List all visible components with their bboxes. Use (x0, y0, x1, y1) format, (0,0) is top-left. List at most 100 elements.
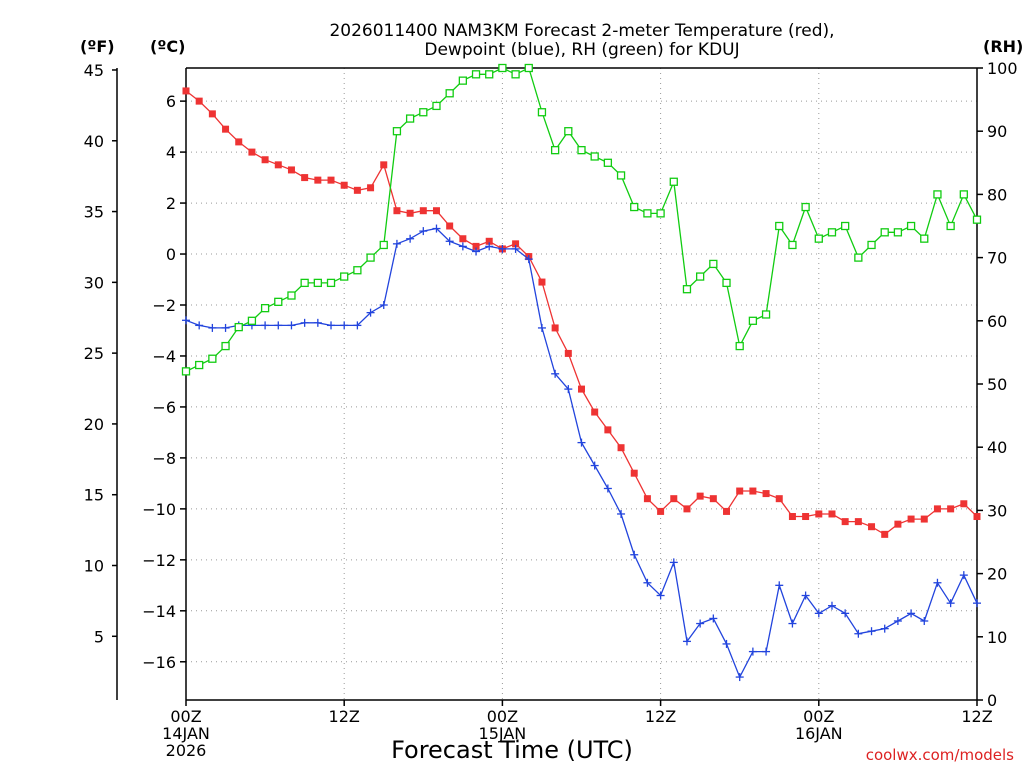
time-tick-label: 12Z (645, 707, 676, 726)
temperature-point (775, 495, 783, 503)
fahrenheit-tick-label: 5 (94, 627, 104, 646)
temperature-point (723, 507, 731, 515)
rh-point (405, 114, 415, 123)
rh-tick-label: 50 (987, 375, 1007, 394)
dewpoint-point (445, 237, 454, 246)
dewpoint-point (274, 321, 283, 330)
series-layer (181, 63, 982, 682)
dewpoint-point (340, 321, 349, 330)
rh-point (722, 278, 731, 288)
fahrenheit-axis-ticks: 45 40 35 30 25 20 15 10 5 (84, 61, 117, 646)
rh-point (959, 190, 968, 199)
celsius-tick-label: −14 (142, 602, 176, 621)
dewpoint-point (907, 609, 916, 618)
temperature-point (749, 487, 757, 495)
rh-point (788, 240, 797, 250)
rh-unit-label: (RH) (983, 37, 1023, 56)
temperature-point (222, 125, 230, 133)
rh-point (550, 146, 560, 155)
dewpoint-point (498, 244, 507, 253)
rh-point (537, 108, 547, 117)
rh-point (247, 316, 257, 325)
dewpoint-point (392, 239, 401, 248)
rh-point (735, 341, 744, 351)
dewpoint-point (327, 321, 336, 330)
rh-point (696, 272, 705, 281)
rh-point (564, 127, 573, 136)
dewpoint-line (185, 227, 978, 679)
rh-point (946, 221, 955, 231)
rh-point (445, 89, 454, 98)
temperature-point (960, 500, 968, 508)
rh-point (854, 253, 863, 262)
dewpoint-point (353, 321, 362, 330)
rh-point (181, 367, 191, 376)
fahrenheit-tick-label: 10 (84, 557, 104, 576)
dewpoint-point (221, 323, 230, 332)
temperature-series (182, 87, 981, 538)
temperature-point (828, 510, 836, 518)
rh-tick-label: 30 (987, 501, 1007, 520)
temperature-point (604, 426, 612, 434)
temperature-point (933, 505, 941, 513)
temperature-point (907, 515, 915, 523)
temperature-line (185, 90, 978, 536)
rh-point (498, 63, 507, 73)
dewpoint-point (920, 617, 929, 625)
rh-point (893, 228, 903, 237)
temperature-point (762, 490, 770, 498)
dewpoint-point (841, 609, 850, 618)
rh-point (880, 228, 889, 237)
rh-point (221, 341, 230, 351)
celsius-tick-label: 2 (166, 194, 176, 213)
dewpoint-point (933, 578, 942, 587)
celsius-tick-label: 6 (166, 92, 176, 111)
dewpoint-point (854, 629, 863, 638)
dewpoint-point (511, 244, 520, 253)
rh-point (432, 101, 441, 111)
rh-point (471, 70, 481, 79)
celsius-tick-label: −16 (142, 653, 176, 672)
time-tick-label: 16JAN (795, 724, 843, 743)
rh-point (867, 240, 876, 250)
temperature-point (367, 184, 375, 192)
dewpoint-point (406, 234, 415, 243)
rh-point (379, 240, 388, 250)
rh-tick-label: 10 (987, 628, 1007, 647)
rh-tick-label: 90 (987, 122, 1007, 141)
dewpoint-point (313, 318, 322, 327)
celsius-tick-label: −2 (152, 296, 176, 315)
rh-point (920, 234, 929, 243)
rh-point (419, 108, 428, 117)
temperature-point (788, 513, 796, 521)
rh-tick-label: 100 (987, 59, 1018, 78)
rh-point (260, 304, 270, 313)
dewpoint-point (379, 301, 388, 309)
dewpoint-point (788, 619, 797, 628)
dewpoint-point (195, 321, 204, 330)
rh-point (841, 221, 850, 231)
temperature-point (380, 161, 388, 169)
x-axis-label: Forecast Time (UTC) (391, 736, 633, 764)
rh-point (814, 234, 823, 243)
time-tick-label: 15JAN (479, 724, 527, 743)
rh-point (340, 272, 349, 281)
dewpoint-point (564, 385, 573, 394)
rh-point (603, 158, 613, 167)
dewpoint-point (814, 609, 823, 618)
rh-point (392, 127, 402, 136)
temperature-point (538, 278, 546, 286)
dewpoint-point (617, 509, 626, 518)
rh-point (326, 278, 336, 288)
temperature-point (630, 469, 638, 477)
fahrenheit-tick-label: 25 (84, 344, 104, 363)
temperature-point (353, 186, 361, 194)
rh-point (353, 266, 362, 275)
temperature-point (617, 444, 625, 452)
rh-tick-label: 70 (987, 249, 1007, 268)
temperature-point (709, 495, 717, 503)
dewpoint-point (959, 571, 968, 580)
temperature-point (841, 518, 849, 526)
